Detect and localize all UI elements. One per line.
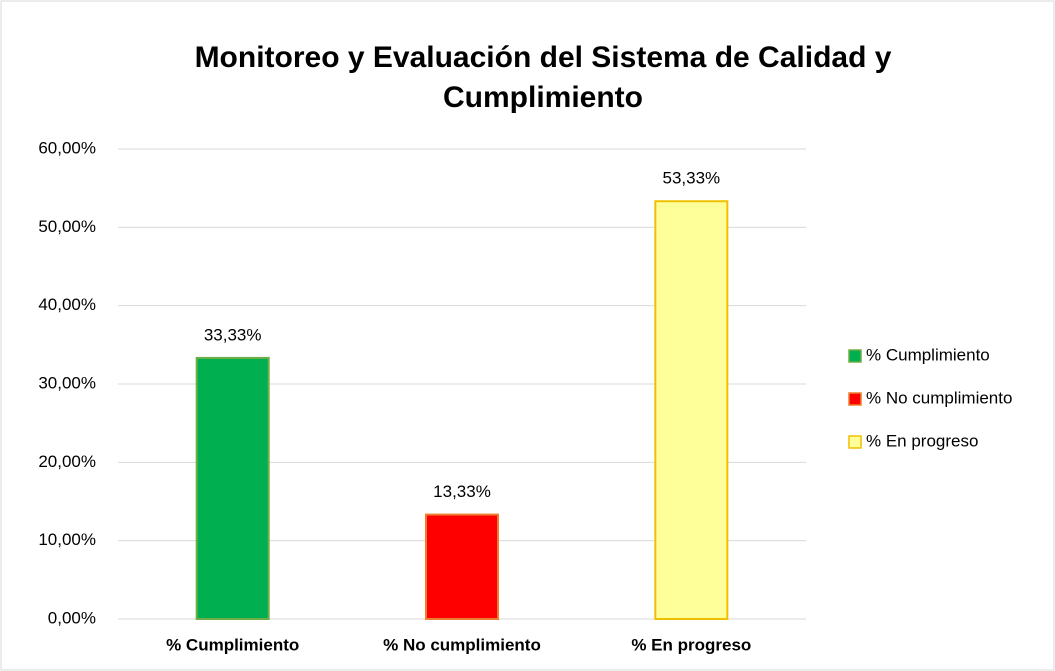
x-tick-label: % No cumplimiento bbox=[383, 635, 541, 654]
bar bbox=[654, 200, 729, 621]
data-label: 53,33% bbox=[662, 169, 720, 188]
x-tick-label: % Cumplimiento bbox=[166, 635, 299, 654]
legend-label: % Cumplimiento bbox=[866, 345, 990, 364]
data-label: 33,33% bbox=[204, 325, 262, 344]
y-tick-label: 10,00% bbox=[38, 530, 96, 549]
bar bbox=[195, 356, 270, 620]
y-tick-label: 40,00% bbox=[38, 295, 96, 314]
y-tick-label: 50,00% bbox=[38, 217, 96, 236]
y-tick-label: 60,00% bbox=[38, 138, 96, 157]
data-label: 13,33% bbox=[433, 482, 491, 501]
legend-label: % No cumplimiento bbox=[866, 388, 1012, 407]
x-tick-label: % En progreso bbox=[631, 635, 751, 654]
chart-title: Monitoreo y Evaluación del Sistema de Ca… bbox=[194, 41, 892, 114]
y-tick-label: 20,00% bbox=[38, 452, 96, 471]
legend-swatch bbox=[848, 349, 862, 363]
legend-swatch bbox=[848, 392, 862, 406]
bar bbox=[425, 513, 499, 620]
legend-swatch bbox=[848, 435, 862, 449]
legend-label: % En progreso bbox=[866, 431, 978, 450]
y-tick-label: 0,00% bbox=[48, 608, 96, 627]
y-tick-label: 30,00% bbox=[38, 373, 96, 392]
